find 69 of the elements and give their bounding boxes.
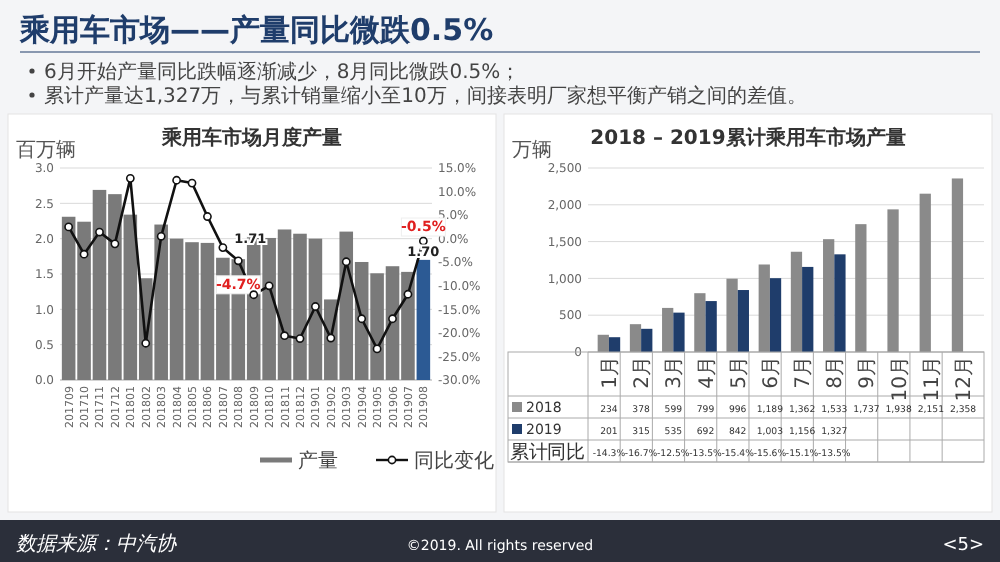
text: 乘用车市场——产量同比微跌0.5% — [18, 12, 494, 48]
y-axis-title: 百万辆 — [16, 138, 76, 162]
legend-label: 产量 — [298, 449, 338, 473]
text: 6月开始产量同比跌幅逐渐减少，8月同比微跌0.5%； — [44, 60, 521, 84]
source-note: 数据来源：中汽协 — [16, 532, 178, 556]
point — [172, 175, 181, 185]
x-tick-label: 2月 — [632, 356, 655, 389]
point — [141, 338, 151, 348]
bar — [608, 337, 621, 352]
bar — [919, 193, 931, 352]
point — [64, 222, 74, 232]
point — [110, 239, 120, 249]
point — [388, 314, 397, 324]
x-tick-label: 8月 — [825, 356, 848, 389]
point — [311, 302, 320, 311]
bar — [790, 251, 803, 352]
point — [79, 249, 89, 259]
x-tick-label: 4月 — [696, 356, 719, 389]
point — [341, 257, 351, 267]
bar — [629, 324, 642, 352]
chart-title: 乘用车市场月度产量 — [160, 126, 342, 150]
bar — [855, 224, 867, 352]
x-tick-label: 3月 — [664, 356, 687, 389]
x-tick-label: 6月 — [760, 356, 783, 389]
bar — [726, 278, 738, 352]
x-tick-label: 9月 — [857, 356, 880, 389]
text: <5> — [942, 536, 984, 556]
text: 累计产量达1,327万，与累计销量缩小至10万，间接表明厂家想平衡产销之间的差值。 — [44, 84, 807, 108]
point — [357, 314, 367, 324]
bar — [834, 254, 846, 352]
bar — [737, 290, 749, 352]
bar — [802, 266, 814, 352]
bar — [673, 312, 685, 352]
point — [187, 178, 197, 188]
bar — [758, 264, 770, 352]
bar — [597, 334, 609, 352]
x-tick-label: 12月 — [954, 356, 977, 402]
bar — [416, 259, 431, 380]
bar — [769, 278, 782, 352]
x-tick-label: 11月 — [921, 356, 944, 402]
point — [249, 290, 259, 300]
point — [203, 212, 212, 221]
legend-label: 同比变化 — [414, 449, 494, 473]
chart-title: 2018 – 2019累计乘用车市场产量 — [590, 126, 906, 150]
point — [95, 227, 104, 237]
point — [403, 289, 413, 299]
point — [418, 236, 428, 246]
bar — [887, 209, 899, 352]
x-tick-label: 7月 — [793, 356, 816, 389]
bar — [951, 178, 964, 352]
bar — [823, 239, 835, 352]
point — [233, 256, 243, 266]
bar — [641, 328, 653, 352]
x-tick-label: 5月 — [728, 356, 751, 389]
point — [264, 281, 274, 291]
point — [295, 334, 305, 343]
y-axis-title: 万辆 — [512, 138, 552, 162]
bar — [705, 301, 717, 352]
text: 累计同比 — [510, 440, 586, 464]
point — [125, 173, 135, 183]
x-tick-label: 1月 — [599, 356, 622, 389]
x-tick-label: 10月 — [889, 356, 912, 402]
bar — [662, 307, 674, 352]
point — [372, 344, 382, 354]
point — [280, 331, 289, 341]
point — [218, 243, 228, 253]
point — [156, 231, 166, 241]
bar — [694, 293, 706, 352]
point — [326, 333, 336, 343]
